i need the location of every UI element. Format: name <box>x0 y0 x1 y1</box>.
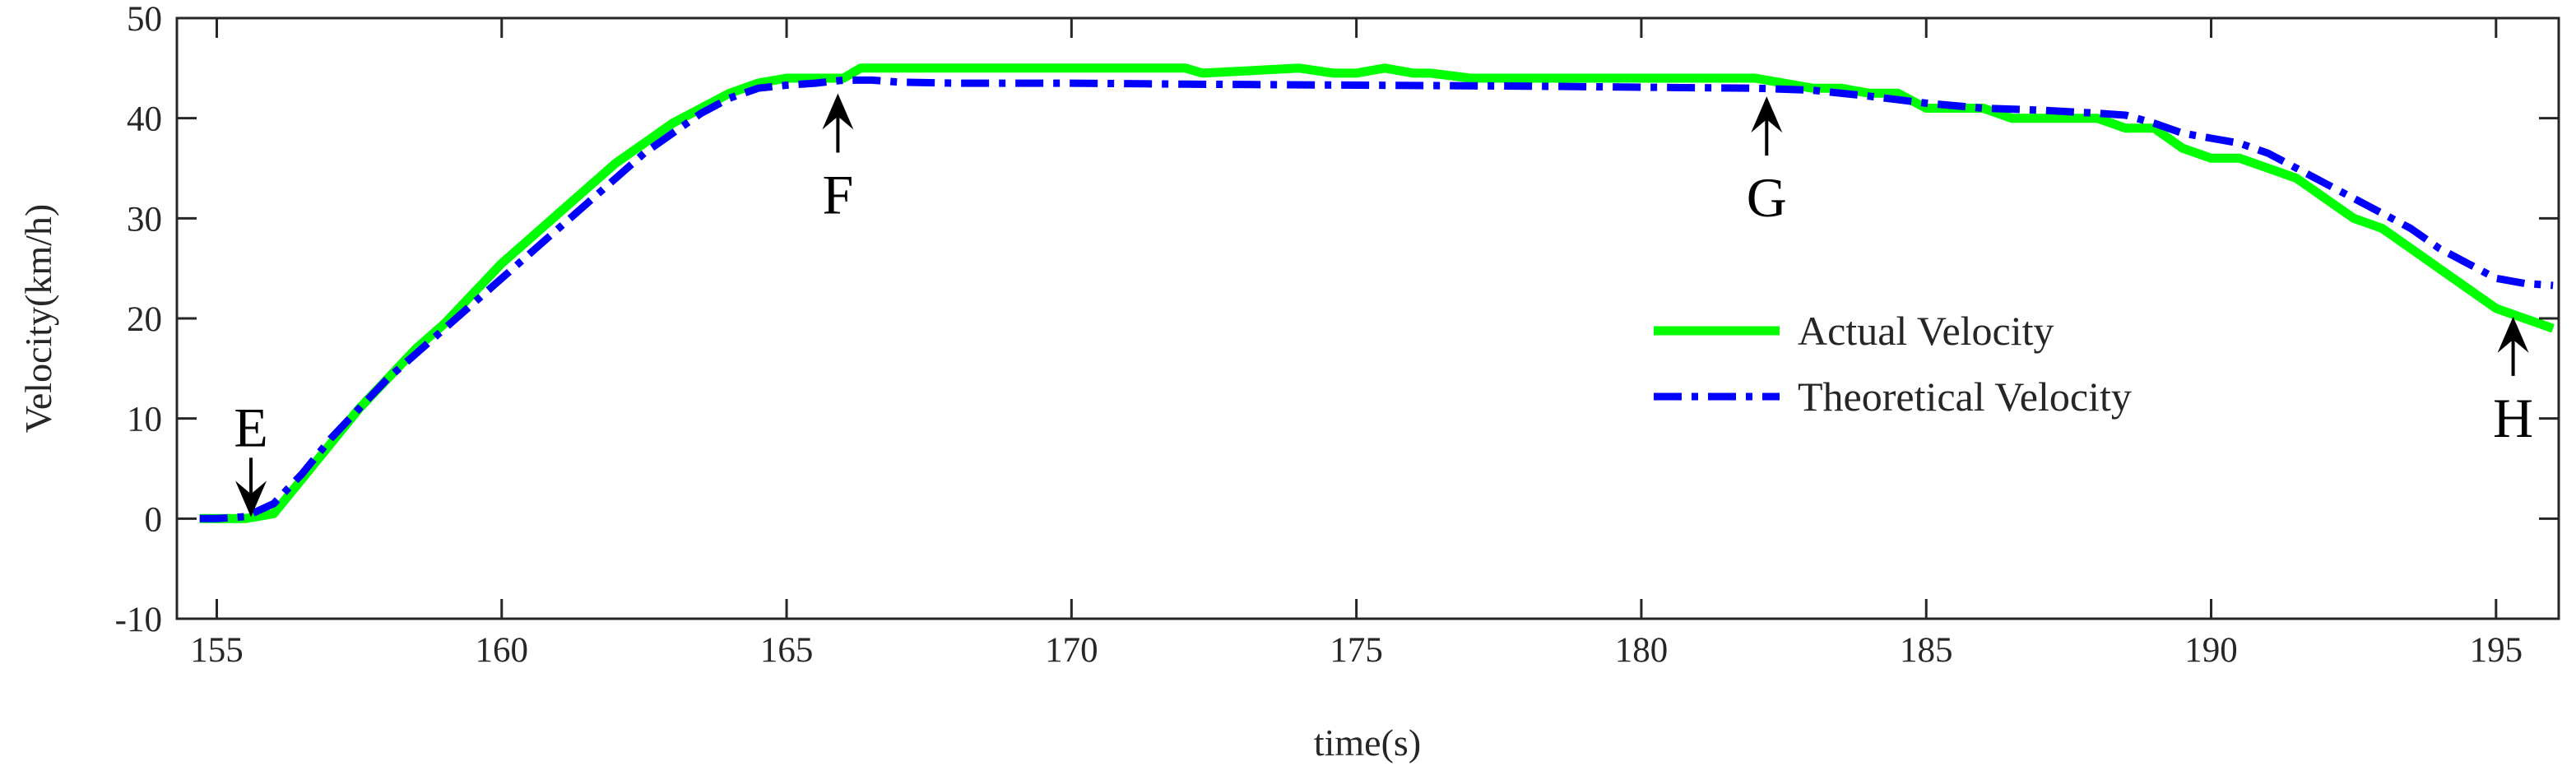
annotation-label: E <box>234 396 268 458</box>
annotation-e: E <box>234 396 268 518</box>
legend-label: Actual Velocity <box>1798 308 2054 354</box>
annotation-label: F <box>822 164 853 226</box>
annotation-g: G <box>1747 96 1787 229</box>
y-tick-label: 10 <box>127 401 162 439</box>
y-axis-label: Velocity(km/h) <box>17 204 59 434</box>
x-tick-label: 195 <box>2470 631 2523 670</box>
x-tick-label: 180 <box>1615 631 1669 670</box>
x-tick-label: 185 <box>1900 631 1953 670</box>
x-tick-label: 190 <box>2184 631 2238 670</box>
y-tick-label: 0 <box>145 500 163 539</box>
y-tick-label: 20 <box>127 300 162 339</box>
x-tick-label: 155 <box>190 631 244 670</box>
x-axis-label: time(s) <box>1314 722 1421 764</box>
annotation-arrow-head <box>822 93 854 130</box>
y-tick-label: -10 <box>115 601 162 639</box>
annotation-f: F <box>822 93 854 226</box>
legend: Actual Velocity Theoretical Velocity <box>1654 308 2132 420</box>
series-line-actual-velocity <box>199 63 2555 523</box>
annotation-label: H <box>2493 387 2533 449</box>
x-tick-label: 160 <box>476 631 529 670</box>
plot-background <box>177 18 2559 619</box>
series-line-theoretical-velocity <box>199 76 2554 522</box>
y-tick-label: 30 <box>127 200 162 239</box>
x-tick-label: 170 <box>1045 631 1098 670</box>
axes-layer: 155 160 165 170 175 180 185 190 195 -10 0 10 20 30 40 5… <box>115 0 2560 670</box>
legend-label: Theoretical Velocity <box>1798 374 2132 420</box>
annotation-arrow-head <box>1751 96 1783 133</box>
annotation-h: H <box>2493 316 2533 449</box>
annotation-layer: E F G H <box>234 93 2533 518</box>
annotation-arrow-head <box>235 480 267 518</box>
y-tick-label: 40 <box>127 100 162 139</box>
x-tick-label: 175 <box>1330 631 1383 670</box>
annotation-label: G <box>1747 166 1787 229</box>
x-tick-label: 165 <box>760 631 814 670</box>
annotation-arrow-head <box>2497 316 2529 353</box>
y-tick-label: 50 <box>127 0 162 39</box>
data-layer <box>199 63 2555 523</box>
